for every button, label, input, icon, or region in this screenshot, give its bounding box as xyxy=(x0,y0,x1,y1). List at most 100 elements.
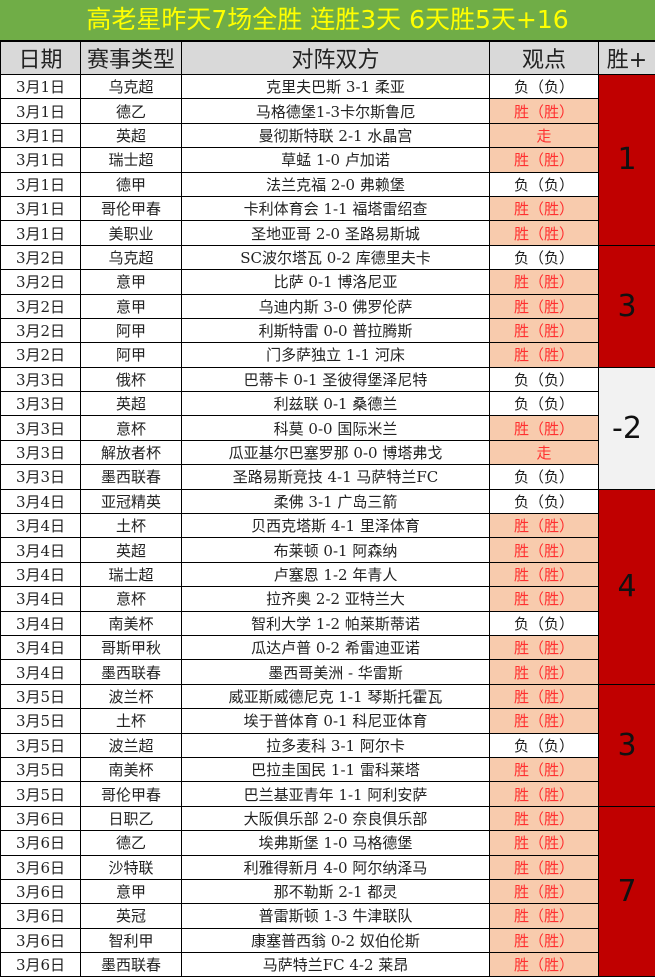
view-cell: 胜（胜） xyxy=(490,831,599,855)
league-cell: 德甲 xyxy=(81,172,182,196)
view-cell: 胜（胜） xyxy=(490,782,599,806)
table-row: 3月5日南美杯巴拉圭国民 1-1 雷科莱塔胜（胜） xyxy=(1,757,655,781)
date-cell: 3月3日 xyxy=(1,440,81,464)
league-cell: 亚冠精英 xyxy=(81,489,182,513)
header-league: 赛事类型 xyxy=(81,42,182,75)
date-cell: 3月5日 xyxy=(1,684,81,708)
view-cell: 胜（胜） xyxy=(490,806,599,830)
view-cell: 胜（胜） xyxy=(490,709,599,733)
league-cell: 南美杯 xyxy=(81,611,182,635)
league-cell: 智利甲 xyxy=(81,928,182,952)
day-score-cell: 4 xyxy=(599,489,655,684)
table-row: 3月4日土杯贝西克塔斯 4-1 里泽体育胜（胜） xyxy=(1,514,655,538)
view-cell: 负（负） xyxy=(490,245,599,269)
table-row: 3月3日俄杯巴蒂卡 0-1 圣彼得堡泽尼特负（负）-2 xyxy=(1,367,655,391)
view-cell: 负（负） xyxy=(490,465,599,489)
date-cell: 3月6日 xyxy=(1,928,81,952)
date-cell: 3月6日 xyxy=(1,904,81,928)
view-cell: 胜（胜） xyxy=(490,221,599,245)
date-cell: 3月4日 xyxy=(1,489,81,513)
table-row: 3月1日德乙马格德堡1-3卡尔斯鲁厄胜（胜） xyxy=(1,99,655,123)
match-cell: 法兰克福 2-0 弗赖堡 xyxy=(182,172,490,196)
league-cell: 波兰超 xyxy=(81,733,182,757)
match-cell: 埃于普体育 0-1 科尼亚体育 xyxy=(182,709,490,733)
view-cell: 负（负） xyxy=(490,172,599,196)
date-cell: 3月1日 xyxy=(1,148,81,172)
view-cell: 胜（胜） xyxy=(490,318,599,342)
date-cell: 3月5日 xyxy=(1,757,81,781)
day-score-cell: 3 xyxy=(599,245,655,367)
table-row: 3月6日智利甲康塞普西翁 0-2 奴伯伦斯胜（胜） xyxy=(1,928,655,952)
date-cell: 3月5日 xyxy=(1,733,81,757)
league-cell: 哥伦甲春 xyxy=(81,196,182,220)
match-cell: 巴拉圭国民 1-1 雷科莱塔 xyxy=(182,757,490,781)
day-score-cell: 7 xyxy=(599,806,655,977)
match-cell: 圣路易斯竞技 4-1 马萨特兰FC xyxy=(182,465,490,489)
view-cell: 负（负） xyxy=(490,733,599,757)
table-row: 3月4日亚冠精英柔佛 3-1 广岛三箭负（负）4 xyxy=(1,489,655,513)
date-cell: 3月4日 xyxy=(1,514,81,538)
league-cell: 波兰杯 xyxy=(81,684,182,708)
table-row: 3月6日意甲那不勒斯 2-1 都灵胜（胜） xyxy=(1,879,655,903)
league-cell: 南美杯 xyxy=(81,757,182,781)
match-cell: 卡利体育会 1-1 福塔雷绍查 xyxy=(182,196,490,220)
view-cell: 走 xyxy=(490,123,599,147)
table-row: 3月5日土杯埃于普体育 0-1 科尼亚体育胜（胜） xyxy=(1,709,655,733)
league-cell: 英冠 xyxy=(81,904,182,928)
match-cell: 巴蒂卡 0-1 圣彼得堡泽尼特 xyxy=(182,367,490,391)
match-cell: 那不勒斯 2-1 都灵 xyxy=(182,879,490,903)
date-cell: 3月6日 xyxy=(1,855,81,879)
view-cell: 负（负） xyxy=(490,367,599,391)
league-cell: 意甲 xyxy=(81,270,182,294)
day-score-cell: -2 xyxy=(599,367,655,489)
date-cell: 3月3日 xyxy=(1,367,81,391)
date-cell: 3月4日 xyxy=(1,587,81,611)
view-cell: 胜（胜） xyxy=(490,757,599,781)
league-cell: 墨西联春 xyxy=(81,465,182,489)
league-cell: 乌克超 xyxy=(81,245,182,269)
table-row: 3月5日哥伦甲春巴兰基亚青年 1-1 阿利安萨胜（胜） xyxy=(1,782,655,806)
match-cell: 草蜢 1-0 卢加诺 xyxy=(182,148,490,172)
view-cell: 负（负） xyxy=(490,489,599,513)
table-row: 3月3日意杯科莫 0-0 国际米兰胜（胜） xyxy=(1,416,655,440)
table-row: 3月2日意甲比萨 0-1 博洛尼亚胜（胜） xyxy=(1,270,655,294)
league-cell: 意杯 xyxy=(81,416,182,440)
league-cell: 德乙 xyxy=(81,831,182,855)
date-cell: 3月2日 xyxy=(1,294,81,318)
league-cell: 哥斯甲秋 xyxy=(81,635,182,659)
date-cell: 3月5日 xyxy=(1,709,81,733)
table-row: 3月4日瑞士超卢塞恩 1-2 年青人胜（胜） xyxy=(1,562,655,586)
date-cell: 3月3日 xyxy=(1,416,81,440)
league-cell: 英超 xyxy=(81,392,182,416)
match-cell: 马格德堡1-3卡尔斯鲁厄 xyxy=(182,99,490,123)
table-row: 3月6日沙特联利雅得新月 4-0 阿尔纳泽马胜（胜） xyxy=(1,855,655,879)
view-cell: 胜（胜） xyxy=(490,99,599,123)
results-table: 日期 赛事类型 对阵双方 观点 胜+ 3月1日乌克超克里夫巴斯 3-1 柔亚负（… xyxy=(0,41,655,977)
date-cell: 3月4日 xyxy=(1,538,81,562)
view-cell: 负（负） xyxy=(490,611,599,635)
match-cell: 马萨特兰FC 4-2 莱昂 xyxy=(182,953,490,977)
date-cell: 3月3日 xyxy=(1,465,81,489)
date-cell: 3月4日 xyxy=(1,611,81,635)
table-row: 3月1日瑞士超草蜢 1-0 卢加诺胜（胜） xyxy=(1,148,655,172)
date-cell: 3月6日 xyxy=(1,806,81,830)
league-cell: 意甲 xyxy=(81,879,182,903)
match-cell: 柔佛 3-1 广岛三箭 xyxy=(182,489,490,513)
match-cell: 曼彻斯特联 2-1 水晶宫 xyxy=(182,123,490,147)
table-row: 3月4日哥斯甲秋瓜达卢普 0-2 希雷迪亚诺胜（胜） xyxy=(1,635,655,659)
league-cell: 德乙 xyxy=(81,99,182,123)
header-row: 日期 赛事类型 对阵双方 观点 胜+ xyxy=(1,42,655,75)
match-cell: 乌迪内斯 3-0 佛罗伦萨 xyxy=(182,294,490,318)
page-title: 高老星昨天7场全胜 连胜3天 6天胜5天+16 xyxy=(0,0,655,41)
match-cell: 克里夫巴斯 3-1 柔亚 xyxy=(182,75,490,99)
view-cell: 胜（胜） xyxy=(490,270,599,294)
date-cell: 3月1日 xyxy=(1,221,81,245)
table-row: 3月6日英冠普雷斯顿 1-3 牛津联队胜（胜） xyxy=(1,904,655,928)
league-cell: 阿甲 xyxy=(81,318,182,342)
match-cell: 卢塞恩 1-2 年青人 xyxy=(182,562,490,586)
table-row: 3月2日意甲乌迪内斯 3-0 佛罗伦萨胜（胜） xyxy=(1,294,655,318)
date-cell: 3月1日 xyxy=(1,75,81,99)
date-cell: 3月2日 xyxy=(1,270,81,294)
date-cell: 3月2日 xyxy=(1,343,81,367)
header-view: 观点 xyxy=(490,42,599,75)
